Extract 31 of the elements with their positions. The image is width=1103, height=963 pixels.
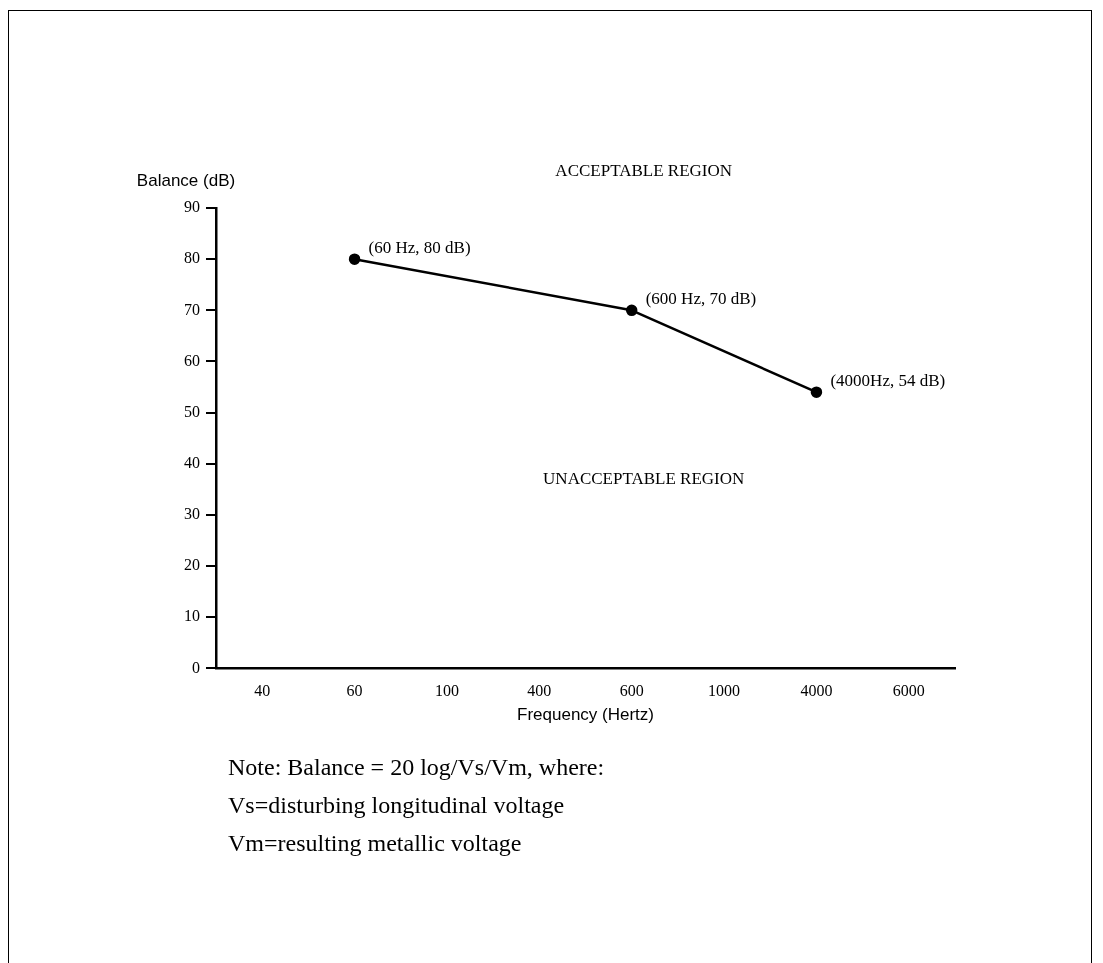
x-tick-label: 6000 — [892, 682, 925, 700]
point — [348, 253, 361, 265]
text: Note: Balance = 20 log/Vs/Vm, where: — [228, 753, 605, 782]
x-tick-label: 1000 — [708, 682, 741, 700]
y-tick-label: 20 — [184, 556, 200, 574]
y-tick-label: 80 — [184, 249, 200, 267]
y-axis-title: Balance (dB) — [136, 171, 236, 191]
text: Vs=disturbing longitudinal voltage — [228, 791, 566, 820]
y-tick-label: 30 — [184, 505, 200, 523]
y-tick-label: 70 — [184, 300, 200, 318]
y-tick-label: 90 — [184, 198, 200, 216]
x-axis-title: Frequency (Hertz) — [517, 705, 654, 725]
point — [625, 304, 638, 317]
y-tick-label: 50 — [184, 402, 200, 420]
annotation: (4000Hz, 54 dB) — [830, 371, 946, 391]
annotation: (60 Hz, 80 dB) — [368, 238, 471, 258]
x-tick-label: 400 — [527, 682, 552, 700]
x-tick-label: 4000 — [800, 682, 833, 700]
text: Vm=resulting metallic voltage — [228, 829, 523, 858]
y-tick-label: 40 — [184, 453, 200, 471]
text: ACCEPTABLE REGION — [555, 161, 733, 181]
x-tick-label: 40 — [254, 682, 271, 700]
y-tick-label: 0 — [192, 658, 200, 676]
annotation: (600 Hz, 70 dB) — [645, 289, 757, 309]
x-tick-label: 600 — [619, 682, 644, 700]
x-tick-label: 100 — [434, 682, 459, 700]
point — [810, 386, 823, 398]
annotation: UNACCEPTABLE REGION — [543, 468, 745, 488]
x-tick-label: 60 — [346, 682, 363, 700]
y-tick-label: 60 — [184, 351, 200, 369]
y-tick-label: 10 — [184, 607, 200, 625]
